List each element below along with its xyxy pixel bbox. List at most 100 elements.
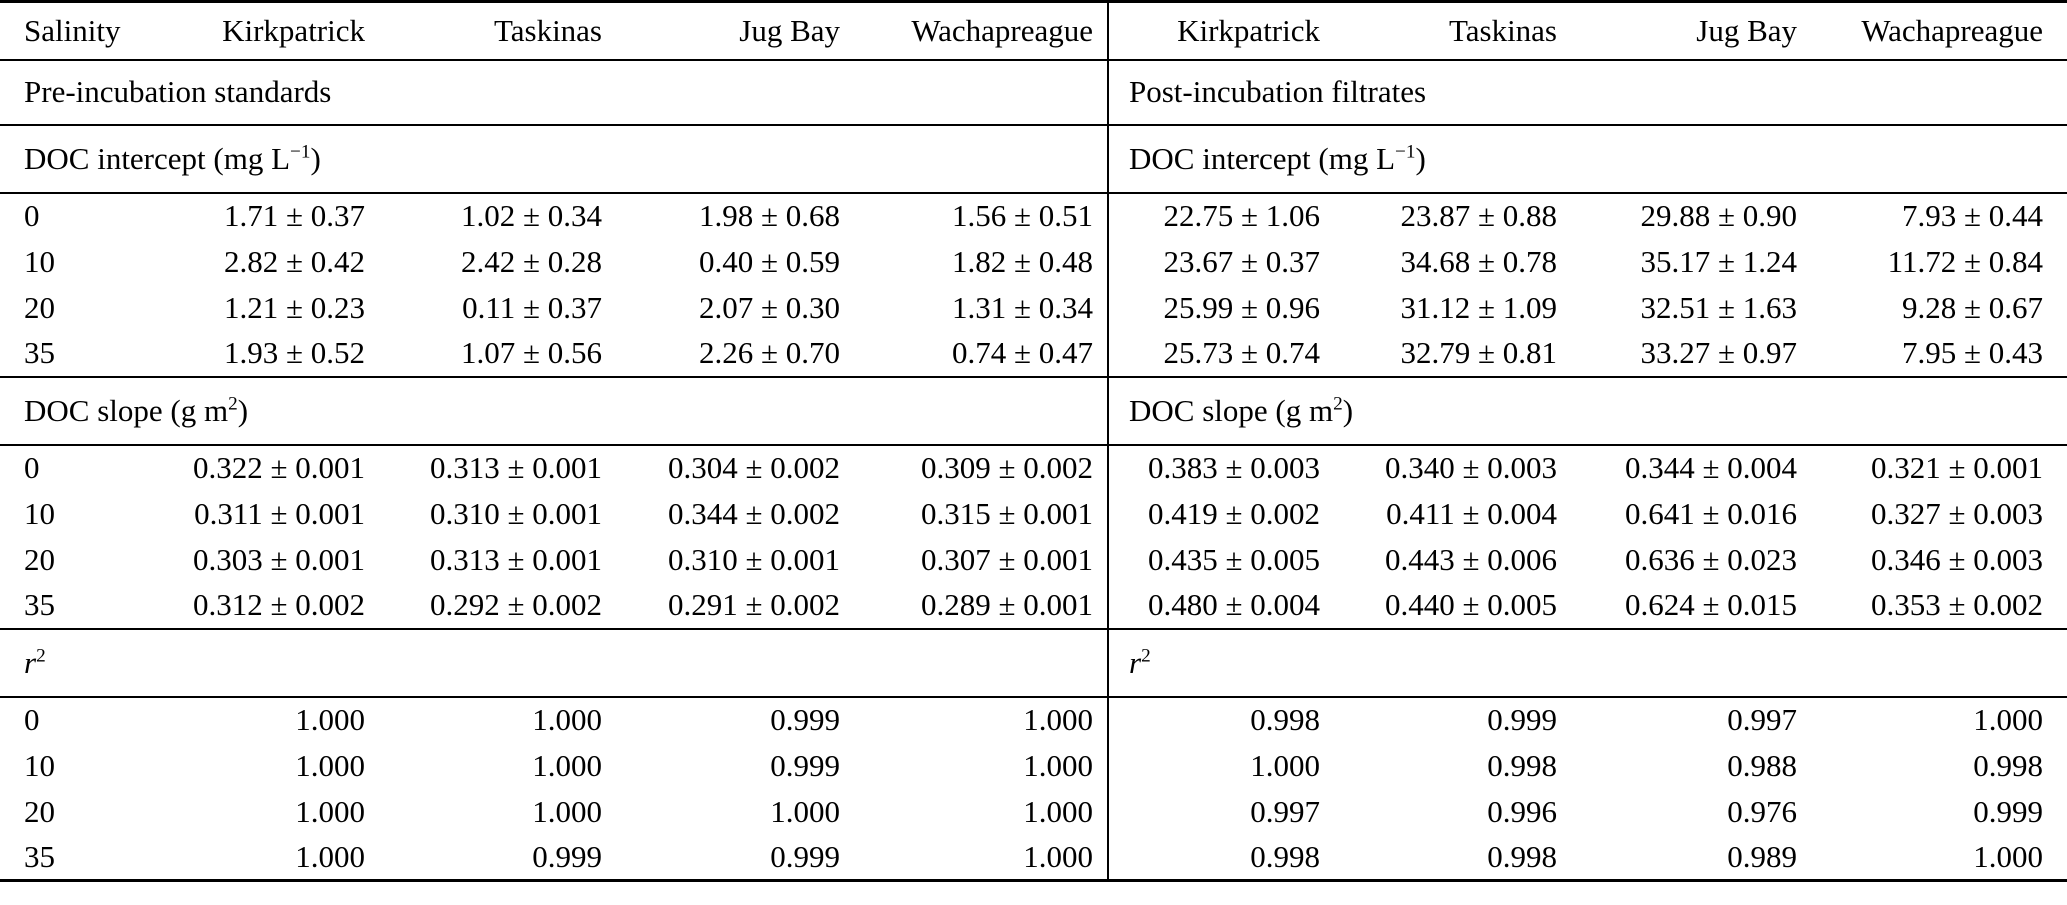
data-cell: 1.02 ± 0.34 <box>460 198 602 233</box>
data-cell: 0.480 ± 0.004 <box>1107 582 1320 630</box>
data-cell: 1.000 <box>532 702 602 737</box>
data-cell: 23.67 ± 0.37 <box>1107 238 1320 285</box>
group-label-pre-incubation: Pre-incubation standards <box>0 59 1108 126</box>
data-cell: 0.74 ± 0.47 <box>840 330 1108 378</box>
data-cell: 1.000 <box>295 702 365 737</box>
data-cell: 0.419 ± 0.002 <box>1107 490 1320 537</box>
column-header-kirkpatrick-post: Kirkpatrick <box>1107 1 1320 61</box>
data-cell: 0.998 <box>1107 696 1320 743</box>
data-cell: 0.327 ± 0.003 <box>1870 495 2043 531</box>
section-label-row-doc-intercept: DOC intercept (mg L−1) DOC intercept (mg… <box>0 124 2067 194</box>
data-cell: 0.315 ± 0.001 <box>920 495 1093 531</box>
superscript: 2 <box>1333 393 1343 415</box>
salinity-value: 20 <box>24 793 55 829</box>
data-cell: 0.999 <box>770 838 840 874</box>
data-cell: 1.000 <box>1023 793 1093 829</box>
data-cell: 32.79 ± 0.81 <box>1320 330 1557 378</box>
data-cell: 0.322 ± 0.001 <box>192 450 365 485</box>
section-label-text: r <box>24 644 37 680</box>
data-cell: 0.624 ± 0.015 <box>1557 582 1797 630</box>
data-cell: 0.998 <box>1973 747 2043 783</box>
salinity-value: 35 <box>0 582 140 630</box>
salinity-value: 20 <box>24 289 55 325</box>
data-cell: 1.31 ± 0.34 <box>951 289 1093 325</box>
superscript: 2 <box>1141 645 1151 667</box>
data-cell: 33.27 ± 0.97 <box>1557 330 1797 378</box>
data-cell: 1.21 ± 0.23 <box>223 289 365 325</box>
salinity-value: 10 <box>24 495 55 531</box>
column-header-kirkpatrick-pre: Kirkpatrick <box>140 1 365 61</box>
section-label-close: ) <box>1415 140 1426 176</box>
data-cell: 7.93 ± 0.44 <box>1901 198 2043 233</box>
data-cell: 1.000 <box>295 838 365 874</box>
data-cell: 0.340 ± 0.003 <box>1384 450 1557 485</box>
data-cell: 0.292 ± 0.002 <box>365 582 602 630</box>
data-cell: 0.311 ± 0.001 <box>194 495 365 531</box>
salinity-value: 10 <box>24 243 55 279</box>
data-cell: 1.000 <box>532 793 602 829</box>
section-label-r-squared-post: r2 <box>1107 628 2067 698</box>
section-label-text: DOC slope (g m <box>1129 392 1334 428</box>
results-table: Salinity Kirkpatrick Taskinas Jug Bay Wa… <box>0 0 2067 882</box>
data-cell: 1.000 <box>1107 742 1320 789</box>
data-cell: 1.000 <box>1023 838 1093 874</box>
salinity-value: 10 <box>24 747 55 783</box>
section-label-doc-intercept-pre: DOC intercept (mg L−1) <box>0 124 1108 194</box>
data-cell: 0.998 <box>1107 834 1320 881</box>
data-cell: 29.88 ± 0.90 <box>1640 198 1797 233</box>
column-header-jugbay-pre: Jug Bay <box>602 1 840 61</box>
superscript: 2 <box>228 393 238 415</box>
superscript: −1 <box>1395 141 1416 163</box>
data-cell: 0.313 ± 0.001 <box>429 450 602 485</box>
data-cell: 9.28 ± 0.67 <box>1901 289 2043 325</box>
salinity-value: 35 <box>0 330 140 378</box>
data-cell: 2.42 ± 0.28 <box>460 243 602 279</box>
data-cell: 2.26 ± 0.70 <box>602 330 840 378</box>
data-cell: 0.310 ± 0.001 <box>429 495 602 531</box>
data-cell: 0.435 ± 0.005 <box>1107 536 1320 583</box>
data-cell: 1.71 ± 0.37 <box>223 198 365 233</box>
data-cell: 25.99 ± 0.96 <box>1107 284 1320 331</box>
data-cell: 1.82 ± 0.48 <box>951 243 1093 279</box>
table-row: 0 1.000 1.000 0.999 1.000 0.998 0.999 0.… <box>0 696 2067 743</box>
section-label-row-doc-slope: DOC slope (g m2) DOC slope (g m2) <box>0 376 2067 446</box>
data-cell: 2.82 ± 0.42 <box>223 243 365 279</box>
data-cell: 0.997 <box>1727 702 1797 737</box>
table-row: 35 0.312 ± 0.002 0.292 ± 0.002 0.291 ± 0… <box>0 582 2067 630</box>
table-row: 35 1.000 0.999 0.999 1.000 0.998 0.998 0… <box>0 834 2067 881</box>
data-cell: 0.411 ± 0.004 <box>1386 495 1557 531</box>
column-header-taskinas-post: Taskinas <box>1320 1 1557 61</box>
section-label-text: DOC intercept (mg L <box>1129 140 1396 176</box>
header-row: Salinity Kirkpatrick Taskinas Jug Bay Wa… <box>0 1 2067 61</box>
group-label-post-incubation: Post-incubation filtrates <box>1107 59 2067 126</box>
section-label-doc-intercept-post: DOC intercept (mg L−1) <box>1107 124 2067 194</box>
data-cell: 0.989 <box>1727 838 1797 874</box>
data-cell: 0.999 <box>1487 702 1557 737</box>
data-cell: 0.641 ± 0.016 <box>1624 495 1797 531</box>
data-cell: 0.303 ± 0.001 <box>192 541 365 577</box>
superscript: 2 <box>36 645 46 667</box>
data-cell: 0.310 ± 0.001 <box>667 541 840 577</box>
data-cell: 1.000 <box>1973 838 2043 874</box>
section-label-text: DOC slope (g m <box>24 392 229 428</box>
data-cell: 0.312 ± 0.002 <box>140 582 365 630</box>
column-header-wachapreague-post: Wachapreague <box>1797 1 2067 61</box>
column-header-wachapreague-pre: Wachapreague <box>840 1 1108 61</box>
section-label-r-squared-pre: r2 <box>0 628 1108 698</box>
data-cell: 1.07 ± 0.56 <box>365 330 602 378</box>
data-cell: 0.440 ± 0.005 <box>1320 582 1557 630</box>
data-cell: 0.988 <box>1727 747 1797 783</box>
data-cell: 35.17 ± 1.24 <box>1640 243 1797 279</box>
data-cell: 1.000 <box>1973 702 2043 737</box>
section-label-doc-slope-pre: DOC slope (g m2) <box>0 376 1108 446</box>
data-cell: 32.51 ± 1.63 <box>1640 289 1797 325</box>
data-cell: 0.999 <box>532 838 602 874</box>
salinity-value: 0 <box>24 198 40 233</box>
data-cell: 0.636 ± 0.023 <box>1624 541 1797 577</box>
salinity-value: 0 <box>24 450 40 485</box>
table-row: 10 2.82 ± 0.42 2.42 ± 0.28 0.40 ± 0.59 1… <box>0 238 2067 285</box>
table-row: 10 1.000 1.000 0.999 1.000 1.000 0.998 0… <box>0 742 2067 789</box>
data-cell: 0.344 ± 0.002 <box>667 495 840 531</box>
salinity-value: 20 <box>24 541 55 577</box>
data-cell: 0.289 ± 0.001 <box>840 582 1108 630</box>
